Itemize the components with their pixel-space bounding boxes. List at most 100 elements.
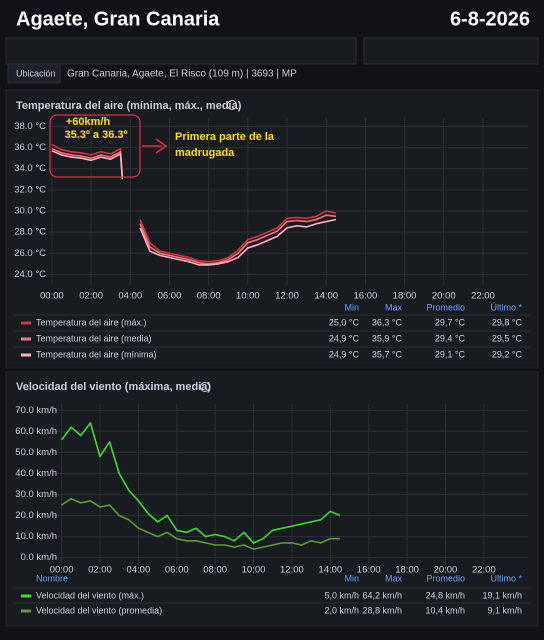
legend-label: Velocidad del viento (promedia) (36, 605, 162, 615)
table-cell: 35,9 °C (372, 333, 403, 343)
info-value: Gran Canaria, Agaete, El Risco (109 m) |… (67, 69, 297, 80)
y-tick-label: 60.0 km/h (15, 426, 57, 437)
table-cell: 29,8 °C (492, 317, 523, 327)
x-tick-label: 06:00 (158, 291, 182, 302)
table-cell: 25,0 °C (329, 317, 360, 327)
table-cell: 10,4 km/h (425, 605, 465, 615)
legend-swatch (21, 594, 31, 598)
x-tick-label: 22:00 (472, 565, 496, 576)
panel (5, 371, 539, 627)
table-header: Min (344, 573, 359, 583)
table-cell: 2,0 km/h (324, 605, 359, 615)
x-tick-label: 18:00 (393, 291, 417, 302)
x-tick-label: 20:00 (432, 291, 456, 302)
x-tick-label: 04:00 (118, 291, 142, 302)
x-tick-label: 04:00 (126, 565, 150, 576)
panel-title: Velocidad del viento (máxima, media) (16, 381, 211, 393)
x-tick-label: 08:00 (197, 291, 221, 302)
table-cell: 24,9 °C (329, 333, 360, 343)
x-tick-label: 18:00 (395, 565, 419, 576)
legend-swatch (21, 609, 31, 613)
x-tick-label: 10:00 (242, 565, 266, 576)
chart: 24.0 °C 26.0 °C 28.0 °C 30.0 °C 32.0 °C 34.0 … (14, 118, 530, 359)
annotation: +60km/h (66, 116, 111, 128)
legend-label: Velocidad del viento (máx.) (36, 590, 144, 600)
x-tick-label: 14:00 (314, 291, 338, 302)
table-cell: 29,4 °C (435, 333, 466, 343)
panel-title: Temperatura del aire (mínima, máx., medi… (16, 100, 242, 112)
series-line (51, 147, 337, 265)
table-header: Min (344, 302, 359, 312)
table-cell: 29,2 °C (492, 349, 523, 359)
panel-fragment (363, 37, 539, 65)
info-label: Ubicación (16, 68, 56, 78)
x-tick-label: 20:00 (434, 565, 458, 576)
table-cell: 36,3 °C (372, 317, 403, 327)
table-cell: 24,8 km/h (425, 590, 465, 600)
table-header: Nombre (36, 573, 68, 583)
x-tick-label: 12:00 (275, 291, 299, 302)
series-line (61, 497, 340, 550)
table-cell: 24,9 °C (329, 349, 360, 359)
page-date: 6-8-2026 (450, 8, 530, 30)
table-cell: 64,2 km/h (362, 590, 402, 600)
chart: 0.0 km/h 10.0 km/h 20.0 km/h 30.0 km/h 40.0 … (14, 404, 530, 615)
page-title: Agaete, Gran Canaria (16, 8, 220, 30)
annotation-arrow (142, 138, 168, 154)
series-line (51, 143, 337, 263)
annotation: 35.3º a 36.3º (64, 129, 127, 141)
y-tick-label: 34.0 °C (14, 163, 46, 174)
panel (5, 89, 539, 369)
table-cell: 5,0 km/h (324, 590, 359, 600)
info-label-box (7, 63, 61, 84)
table-cell: 19,1 km/h (482, 590, 522, 600)
info-icon[interactable] (227, 100, 237, 110)
x-tick-label: 22:00 (471, 291, 495, 302)
x-tick-label: 02:00 (88, 565, 112, 576)
table-header: Max (385, 573, 403, 583)
table-header: Promedio (426, 573, 465, 583)
x-tick-label: 16:00 (353, 291, 377, 302)
y-tick-label: 50.0 km/h (15, 447, 57, 458)
annotation: madrugada (175, 147, 235, 159)
legend-label: Temperatura del aire (máx.) (36, 317, 147, 327)
series-line (60, 422, 341, 544)
y-tick-label: 20.0 km/h (15, 510, 57, 521)
legend-swatch (21, 353, 31, 357)
y-tick-label: 40.0 km/h (15, 468, 57, 479)
table-cell: 9,1 km/h (487, 605, 522, 615)
table-cell: 29,7 °C (435, 317, 466, 327)
y-tick-label: 10.0 km/h (15, 531, 57, 542)
table-header: Último * (490, 573, 522, 583)
table-header: Último * (490, 302, 522, 312)
y-tick-label: 32.0 °C (14, 184, 46, 195)
panel-fragment (5, 37, 357, 65)
y-tick-label: 24.0 °C (14, 269, 46, 280)
annotation: Primera parte de la (175, 131, 275, 143)
y-tick-label: 36.0 °C (14, 142, 46, 153)
x-tick-label: 00:00 (50, 565, 74, 576)
x-tick-label: 08:00 (203, 565, 227, 576)
y-tick-label: 38.0 °C (14, 121, 46, 132)
table-cell: 29,1 °C (435, 349, 466, 359)
x-tick-label: 14:00 (318, 565, 342, 576)
x-tick-label: 02:00 (79, 291, 103, 302)
x-tick-label: 00:00 (40, 291, 64, 302)
info-icon[interactable] (200, 382, 210, 392)
table-cell: 29,5 °C (492, 333, 523, 343)
x-tick-label: 06:00 (165, 565, 189, 576)
y-tick-label: 70.0 km/h (15, 405, 57, 416)
y-tick-label: 28.0 °C (14, 227, 46, 238)
legend-label: Temperatura del aire (media) (36, 333, 152, 343)
y-tick-label: 26.0 °C (14, 248, 46, 259)
x-tick-label: 12:00 (280, 565, 304, 576)
x-tick-label: 10:00 (236, 291, 260, 302)
annotation-box (49, 114, 141, 178)
table-cell: 28,8 km/h (362, 605, 402, 615)
x-tick-label: 16:00 (357, 565, 381, 576)
y-tick-label: 0.0 km/h (21, 552, 57, 563)
y-tick-label: 30.0 °C (14, 206, 46, 217)
legend-swatch (21, 321, 31, 325)
series-line (51, 150, 337, 266)
